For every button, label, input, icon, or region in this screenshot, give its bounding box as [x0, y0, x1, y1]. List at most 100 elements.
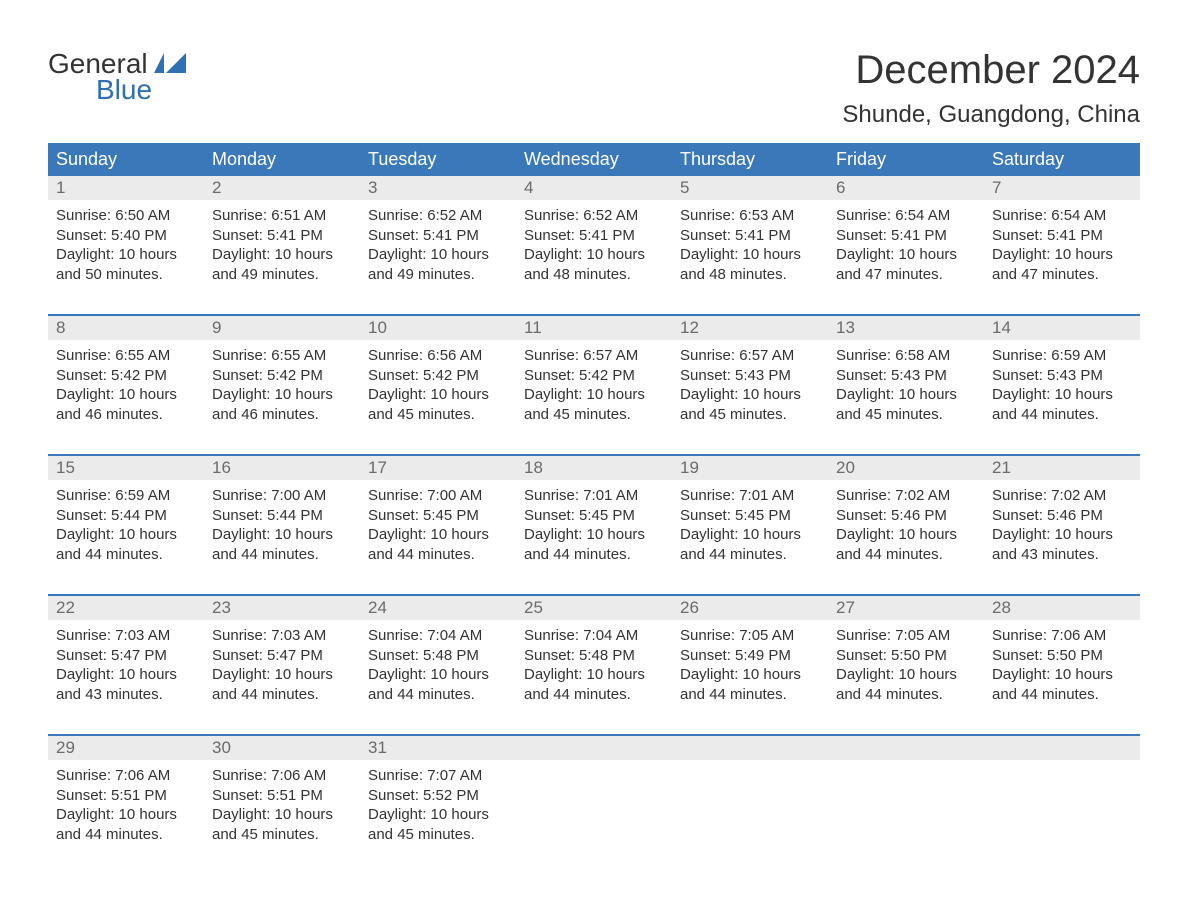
day-cell: Sunrise: 6:55 AMSunset: 5:42 PMDaylight:…	[204, 340, 360, 430]
sunset-line: Sunset: 5:50 PM	[836, 646, 976, 666]
daylight-line: Daylight: 10 hours and 45 minutes.	[368, 385, 508, 424]
daynum: 11	[516, 316, 672, 340]
sunrise-line: Sunrise: 7:02 AM	[992, 486, 1132, 506]
daylight-line: Daylight: 10 hours and 43 minutes.	[992, 525, 1132, 564]
day-cell	[672, 760, 828, 850]
day-cell	[516, 760, 672, 850]
daylight-line: Daylight: 10 hours and 44 minutes.	[680, 525, 820, 564]
sunrise-line: Sunrise: 7:07 AM	[368, 766, 508, 786]
sunrise-line: Sunrise: 6:54 AM	[836, 206, 976, 226]
daylight-line: Daylight: 10 hours and 48 minutes.	[524, 245, 664, 284]
day-cell: Sunrise: 7:06 AMSunset: 5:51 PMDaylight:…	[204, 760, 360, 850]
daylight-line: Daylight: 10 hours and 49 minutes.	[368, 245, 508, 284]
header: General Blue December 2024 Shunde, Guang…	[48, 48, 1140, 129]
daynum: 3	[360, 176, 516, 200]
sunrise-line: Sunrise: 7:06 AM	[212, 766, 352, 786]
daylight-line: Daylight: 10 hours and 44 minutes.	[680, 665, 820, 704]
daynum: 16	[204, 456, 360, 480]
weekday-sun: Sunday	[48, 143, 204, 176]
sunset-line: Sunset: 5:51 PM	[56, 786, 196, 806]
weekday-fri: Friday	[828, 143, 984, 176]
sunrise-line: Sunrise: 7:05 AM	[836, 626, 976, 646]
daylight-line: Daylight: 10 hours and 44 minutes.	[56, 805, 196, 844]
sunset-line: Sunset: 5:50 PM	[992, 646, 1132, 666]
sunrise-line: Sunrise: 7:06 AM	[992, 626, 1132, 646]
weeks-container: 1234567Sunrise: 6:50 AMSunset: 5:40 PMDa…	[48, 176, 1140, 850]
sunrise-line: Sunrise: 6:52 AM	[524, 206, 664, 226]
day-cell: Sunrise: 7:06 AMSunset: 5:51 PMDaylight:…	[48, 760, 204, 850]
daylight-line: Daylight: 10 hours and 44 minutes.	[524, 665, 664, 704]
daynum: 29	[48, 736, 204, 760]
daynum	[516, 736, 672, 760]
daylight-line: Daylight: 10 hours and 44 minutes.	[56, 525, 196, 564]
sunset-line: Sunset: 5:42 PM	[368, 366, 508, 386]
sunset-line: Sunset: 5:41 PM	[212, 226, 352, 246]
daynum: 8	[48, 316, 204, 340]
daynum: 31	[360, 736, 516, 760]
day-cell: Sunrise: 7:06 AMSunset: 5:50 PMDaylight:…	[984, 620, 1140, 710]
daynum: 19	[672, 456, 828, 480]
day-cell: Sunrise: 6:59 AMSunset: 5:44 PMDaylight:…	[48, 480, 204, 570]
daynum-strip: 22232425262728	[48, 596, 1140, 620]
sunset-line: Sunset: 5:51 PM	[212, 786, 352, 806]
day-cell: Sunrise: 7:03 AMSunset: 5:47 PMDaylight:…	[48, 620, 204, 710]
sunrise-line: Sunrise: 6:51 AM	[212, 206, 352, 226]
daynum: 18	[516, 456, 672, 480]
sunset-line: Sunset: 5:45 PM	[680, 506, 820, 526]
daynum: 26	[672, 596, 828, 620]
sunset-line: Sunset: 5:40 PM	[56, 226, 196, 246]
sunset-line: Sunset: 5:47 PM	[212, 646, 352, 666]
daylight-line: Daylight: 10 hours and 46 minutes.	[212, 385, 352, 424]
daynum: 20	[828, 456, 984, 480]
daynum: 9	[204, 316, 360, 340]
sunset-line: Sunset: 5:49 PM	[680, 646, 820, 666]
weekday-tue: Tuesday	[360, 143, 516, 176]
sunrise-line: Sunrise: 6:56 AM	[368, 346, 508, 366]
logo-blue-text: Blue	[96, 74, 152, 106]
daylight-line: Daylight: 10 hours and 44 minutes.	[212, 665, 352, 704]
sunset-line: Sunset: 5:41 PM	[836, 226, 976, 246]
day-cell: Sunrise: 6:57 AMSunset: 5:42 PMDaylight:…	[516, 340, 672, 430]
title-block: December 2024 Shunde, Guangdong, China	[842, 48, 1140, 129]
daylight-line: Daylight: 10 hours and 45 minutes.	[836, 385, 976, 424]
sunrise-line: Sunrise: 7:00 AM	[212, 486, 352, 506]
sunrise-line: Sunrise: 6:53 AM	[680, 206, 820, 226]
day-cell: Sunrise: 7:01 AMSunset: 5:45 PMDaylight:…	[516, 480, 672, 570]
daylight-line: Daylight: 10 hours and 44 minutes.	[212, 525, 352, 564]
sunrise-line: Sunrise: 6:57 AM	[524, 346, 664, 366]
week-row: 891011121314Sunrise: 6:55 AMSunset: 5:42…	[48, 314, 1140, 430]
daynum: 10	[360, 316, 516, 340]
sunrise-line: Sunrise: 6:52 AM	[368, 206, 508, 226]
sunset-line: Sunset: 5:43 PM	[992, 366, 1132, 386]
day-cell: Sunrise: 7:01 AMSunset: 5:45 PMDaylight:…	[672, 480, 828, 570]
location: Shunde, Guangdong, China	[842, 101, 1140, 129]
daynum: 23	[204, 596, 360, 620]
daylight-line: Daylight: 10 hours and 47 minutes.	[992, 245, 1132, 284]
day-cell: Sunrise: 7:04 AMSunset: 5:48 PMDaylight:…	[516, 620, 672, 710]
day-cell: Sunrise: 6:52 AMSunset: 5:41 PMDaylight:…	[360, 200, 516, 290]
sunrise-line: Sunrise: 6:59 AM	[992, 346, 1132, 366]
sunrise-line: Sunrise: 7:01 AM	[524, 486, 664, 506]
daynum: 21	[984, 456, 1140, 480]
daynum-strip: 15161718192021	[48, 456, 1140, 480]
day-cell: Sunrise: 7:02 AMSunset: 5:46 PMDaylight:…	[984, 480, 1140, 570]
day-cell: Sunrise: 6:54 AMSunset: 5:41 PMDaylight:…	[984, 200, 1140, 290]
daylight-line: Daylight: 10 hours and 45 minutes.	[212, 805, 352, 844]
sunset-line: Sunset: 5:45 PM	[524, 506, 664, 526]
daynum-strip: 293031	[48, 736, 1140, 760]
daylight-line: Daylight: 10 hours and 44 minutes.	[524, 525, 664, 564]
sunrise-line: Sunrise: 6:57 AM	[680, 346, 820, 366]
sunrise-line: Sunrise: 6:55 AM	[56, 346, 196, 366]
day-cell: Sunrise: 7:04 AMSunset: 5:48 PMDaylight:…	[360, 620, 516, 710]
sunrise-line: Sunrise: 6:50 AM	[56, 206, 196, 226]
daylight-line: Daylight: 10 hours and 45 minutes.	[368, 805, 508, 844]
daylight-line: Daylight: 10 hours and 44 minutes.	[836, 525, 976, 564]
week-row: 1234567Sunrise: 6:50 AMSunset: 5:40 PMDa…	[48, 176, 1140, 290]
daynum: 5	[672, 176, 828, 200]
weekday-sat: Saturday	[984, 143, 1140, 176]
sunrise-line: Sunrise: 7:03 AM	[56, 626, 196, 646]
week-row: 293031Sunrise: 7:06 AMSunset: 5:51 PMDay…	[48, 734, 1140, 850]
week-row: 15161718192021Sunrise: 6:59 AMSunset: 5:…	[48, 454, 1140, 570]
sunrise-line: Sunrise: 6:54 AM	[992, 206, 1132, 226]
day-cell: Sunrise: 7:00 AMSunset: 5:45 PMDaylight:…	[360, 480, 516, 570]
